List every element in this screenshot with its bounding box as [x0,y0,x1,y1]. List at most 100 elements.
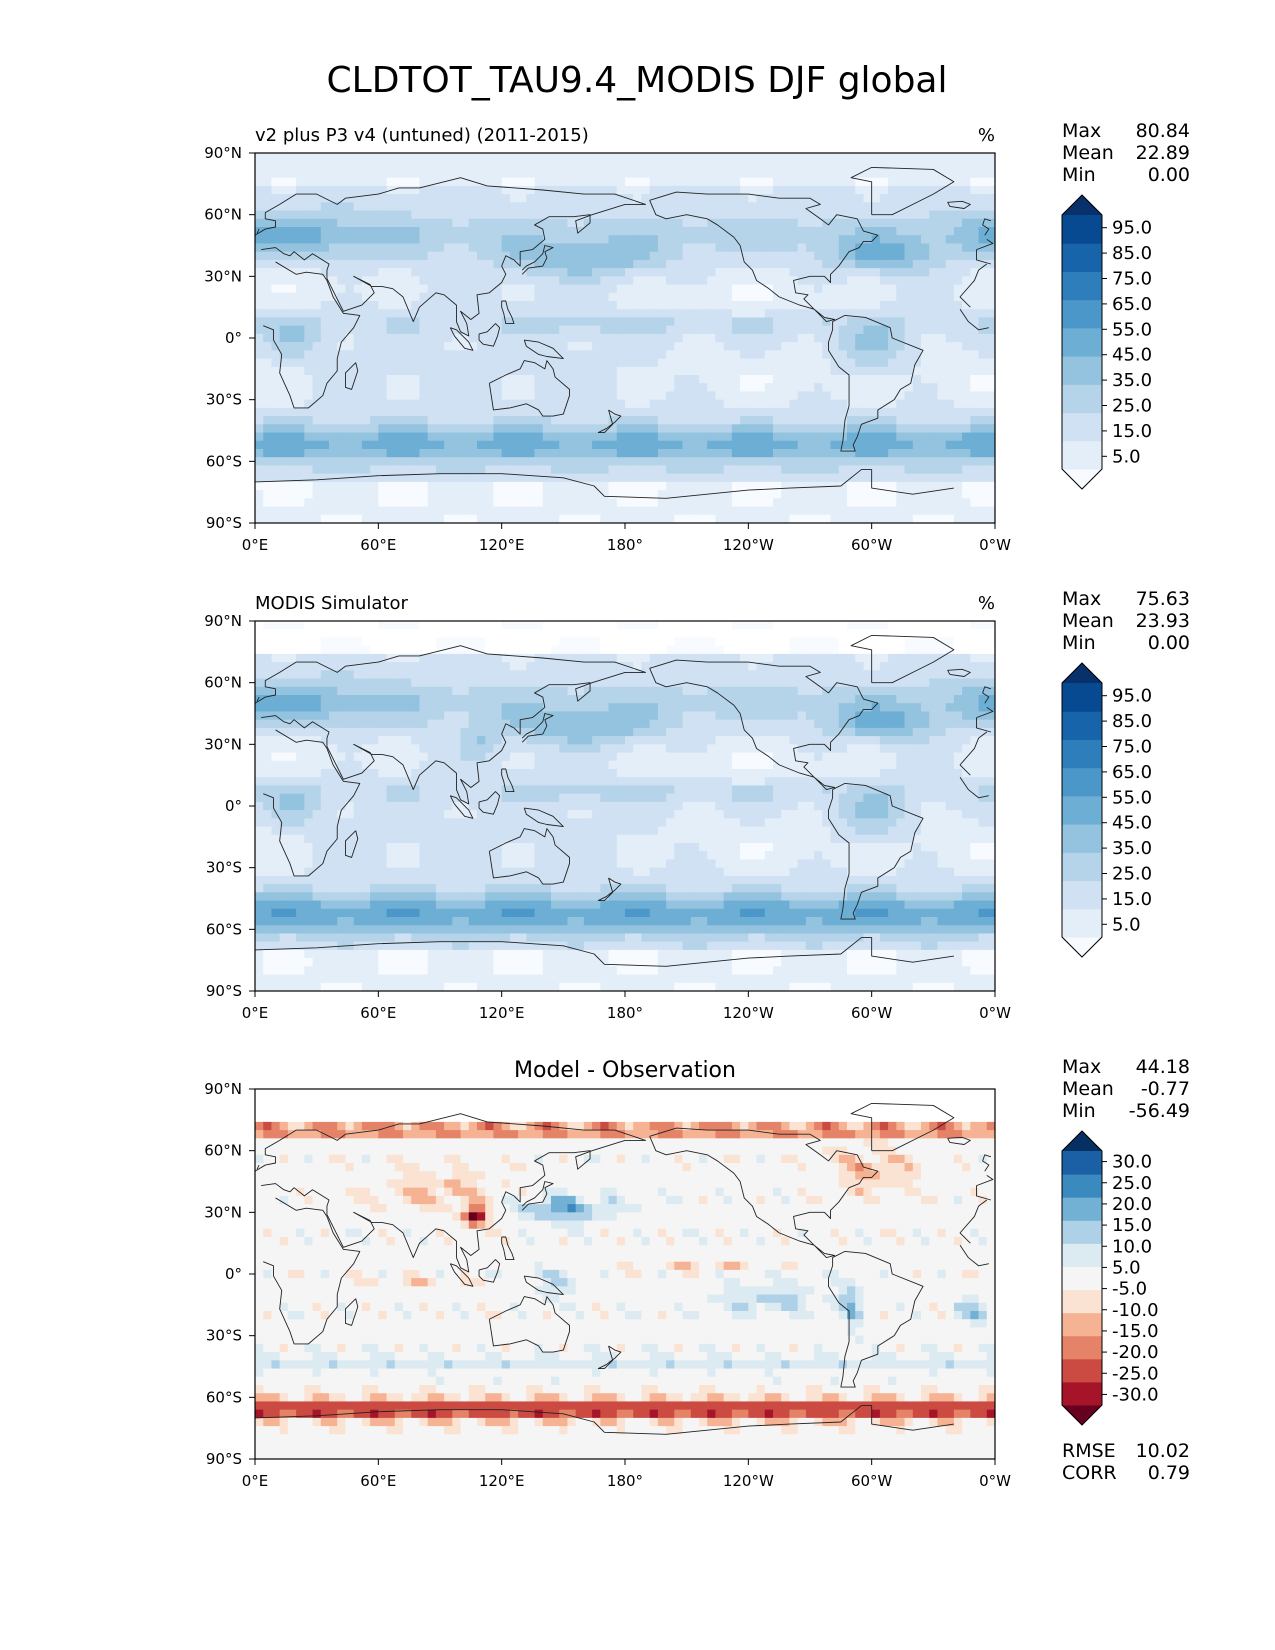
field-cell [682,407,692,417]
field-cell [879,399,889,409]
field-cell [287,284,297,294]
field-cell [879,177,889,187]
field-cell [452,416,462,425]
field-cell [296,416,305,425]
field-cell [879,235,889,245]
field-cell [797,407,807,417]
field-cell [641,350,651,360]
field-cell [740,449,749,458]
field-cell [904,301,914,310]
field-cell [921,251,930,261]
field-cell [279,695,289,704]
field-cell [600,506,610,516]
field-cell [797,227,807,236]
field-cell [871,514,881,523]
field-cell [674,440,684,450]
field-cell [830,678,840,688]
field-cell [468,161,478,171]
field-cell [904,473,914,483]
field-cell [723,301,733,310]
field-cell [822,416,832,425]
field-cell [485,645,495,655]
field-cell [518,481,527,491]
field-cell [329,375,338,384]
field-cell [518,227,527,236]
field-cell [337,251,347,261]
field-cell [962,350,971,360]
field-cell [345,202,355,212]
field-cell [978,210,988,220]
field-cell [871,490,881,499]
field-cell [444,399,453,409]
field-cell [937,506,947,516]
field-cell [666,185,675,195]
field-cell [353,227,363,236]
field-cell [493,432,503,442]
field-cell [526,686,536,696]
coastline [976,249,992,265]
field-cell [501,424,511,434]
field-cell [370,202,379,212]
field-cell [879,276,889,286]
field-cell [493,202,503,212]
field-cell [707,210,717,220]
field-cell [468,210,478,220]
field-cell [781,161,791,171]
field-cell [789,284,799,294]
field-cell [411,268,421,277]
field-cell [822,202,832,212]
field-cell [435,301,445,310]
field-cell [460,670,470,680]
field-cell [427,202,437,212]
field-cell [542,251,552,261]
field-cell [666,153,675,162]
field-cell [460,481,470,491]
field-cell [608,375,618,384]
field-cell [320,309,330,319]
field-cell [534,629,544,639]
field-cell [838,391,848,401]
field-cell [501,629,511,639]
field-cell [888,235,897,245]
field-cell [657,268,667,277]
field-cell [929,227,939,236]
field-cell [460,153,470,162]
field-cell [378,251,388,261]
field-cell [682,161,692,171]
field-cell [452,407,462,417]
field-cell [649,227,659,236]
field-cell [674,292,684,302]
field-cell [518,416,527,425]
field-cell [978,457,988,467]
field-cell [304,227,314,236]
field-cell [764,449,774,458]
field-cell [361,637,371,647]
field-cell [830,333,840,343]
field-cell [674,416,684,425]
field-cell [847,333,856,343]
field-cell [904,161,914,171]
field-cell [805,637,815,647]
field-cell [361,259,371,269]
field-cell [329,424,338,434]
field-cell [871,449,881,458]
field-cell [394,490,404,499]
field-cell [255,235,264,245]
field-cell [411,301,421,310]
field-cell [781,284,791,294]
field-cell [707,383,717,393]
field-cell [452,375,462,384]
field-cell [518,653,527,663]
field-cell [616,399,626,409]
field-cell [534,498,544,508]
field-cell [830,407,840,417]
field-cell [896,670,906,680]
field-cell [509,185,519,195]
field-cell [814,185,823,195]
field-cell [715,670,725,680]
field-cell [888,366,897,376]
field-cell [419,325,429,335]
field-cell [419,268,429,277]
field-cell [353,292,363,302]
field-cell [847,457,856,467]
